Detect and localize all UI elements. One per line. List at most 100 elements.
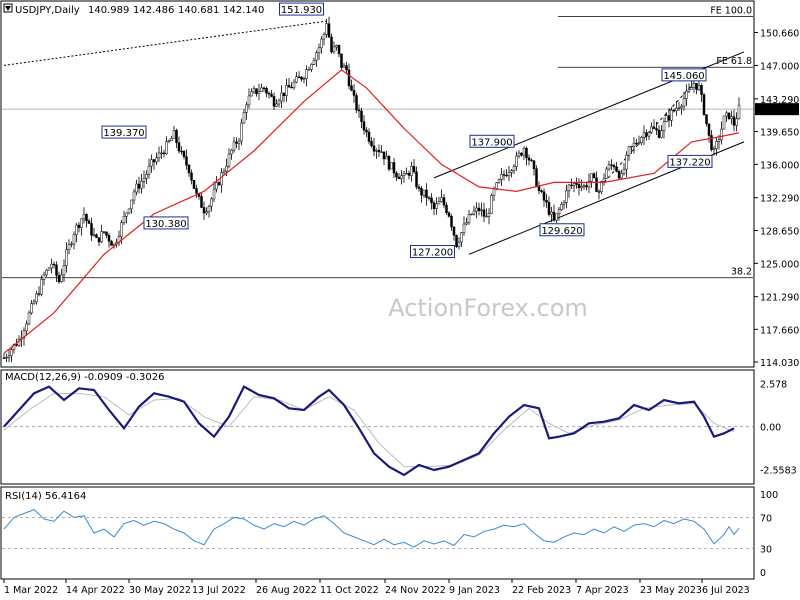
candle-body (57, 275, 61, 283)
candle-body (162, 152, 166, 154)
candle-body (247, 95, 251, 106)
time-axis-label-3: 13 Jul 2022 (192, 585, 246, 596)
candle-body (140, 180, 143, 189)
candle-body (587, 180, 591, 188)
price-header: USDJPY,Daily 140.989 142.486 140.681 142… (3, 3, 264, 16)
candle-body (282, 92, 286, 96)
candle-body (690, 87, 693, 90)
candle-body (207, 206, 211, 212)
candle-body (25, 323, 28, 332)
candle-body (502, 174, 506, 176)
symbol-label: USDJPY,Daily (15, 5, 80, 16)
current-price-marker (755, 103, 799, 116)
candle-body (260, 87, 263, 92)
candle-body (70, 243, 73, 246)
candle-body (540, 190, 543, 193)
candle-body (210, 198, 213, 207)
candle-body (422, 189, 426, 196)
candle-body (395, 172, 398, 178)
time-axis-label-1: 14 Apr 2022 (66, 585, 125, 596)
candle-body (235, 141, 238, 144)
candle-body (512, 166, 516, 171)
price-axis-tick-9: 117.660 (760, 325, 799, 336)
candle-body (267, 92, 271, 95)
symbol-marker-icon (3, 3, 13, 13)
candle-body (275, 103, 278, 107)
price-axis-tick-10: 114.030 (760, 358, 799, 369)
candle-body (562, 202, 566, 205)
price-axis-tick-4: 136.000 (760, 160, 799, 171)
candle-body (662, 121, 666, 131)
candle-body (272, 96, 276, 107)
time-axis-label-7: 9 Jan 2023 (449, 585, 500, 596)
time-axis-label-4: 26 Aug 2022 (256, 585, 317, 596)
candle-body (630, 145, 633, 148)
candle-body (537, 186, 541, 191)
price-annotation-box-5 (539, 223, 585, 237)
candle-body (202, 207, 206, 214)
candle-body (522, 148, 526, 156)
candle-body (612, 165, 616, 168)
candle-body (602, 178, 606, 182)
candle-body (505, 174, 508, 177)
candle-body (152, 159, 156, 163)
candle-body (597, 191, 601, 193)
candle-body (355, 95, 358, 111)
rsi-axis-tick-1: 70 (760, 513, 772, 524)
candle-body (405, 173, 408, 175)
price-annotation-5: 129.620 (541, 226, 582, 237)
candle-body (340, 53, 343, 68)
candle-body (400, 175, 403, 180)
candle-body (32, 301, 36, 304)
candle-body (427, 197, 431, 199)
macd-axis-tick-1: 0.00 (760, 423, 781, 434)
candle-body (470, 213, 473, 216)
fib-level-label-1: FE 61.8 (716, 56, 752, 67)
candle-body (632, 142, 636, 147)
candle-body (637, 142, 641, 144)
candle-body (727, 112, 731, 119)
candle-body (567, 184, 571, 192)
candle-body (595, 177, 598, 192)
candle-body (715, 141, 718, 149)
candle-body (445, 204, 448, 214)
candle-body (675, 107, 678, 112)
rsi-label: RSI(14) 56.4164 (5, 491, 86, 502)
price-annotation-box-2 (143, 216, 189, 230)
candle-body (130, 199, 133, 210)
watermark: ActionForex.com (388, 294, 588, 322)
candle-body (47, 267, 51, 271)
candle-body (640, 137, 643, 144)
fib-level-label-0: FE 100.0 (710, 5, 752, 16)
candle-body (642, 132, 646, 138)
candle-body (455, 234, 458, 247)
candle-body (532, 160, 536, 170)
candle-body (72, 234, 76, 245)
candle-body (377, 150, 381, 153)
candle-body (310, 64, 313, 70)
candle-body (507, 172, 511, 177)
price-axis-tick-6: 128.650 (760, 226, 799, 237)
candle-body (290, 86, 293, 89)
candle-body (367, 131, 371, 142)
candle-body (590, 173, 593, 182)
candle-body (467, 214, 471, 224)
candle-body (415, 171, 418, 188)
candle-body (712, 148, 716, 151)
candle-body (155, 157, 158, 163)
price-axis-tick-2: 143.290 (760, 95, 799, 106)
candle-body (147, 165, 151, 175)
candle-body (107, 235, 111, 242)
candle-body (195, 188, 198, 194)
candle-body (137, 183, 141, 189)
macd-layer (2, 385, 753, 477)
price-annotation-2: 130.380 (145, 219, 186, 230)
price-axis-tick-7: 125.000 (760, 259, 799, 270)
candle-body (535, 168, 538, 187)
price-annotation-6: 145.060 (663, 71, 704, 82)
candle-body (485, 216, 488, 218)
time-axis-label-11: 6 Jul 2023 (702, 585, 750, 596)
candle-body (82, 214, 86, 220)
candle-body (110, 240, 113, 246)
time-axis-label-5: 11 Oct 2022 (320, 585, 379, 596)
